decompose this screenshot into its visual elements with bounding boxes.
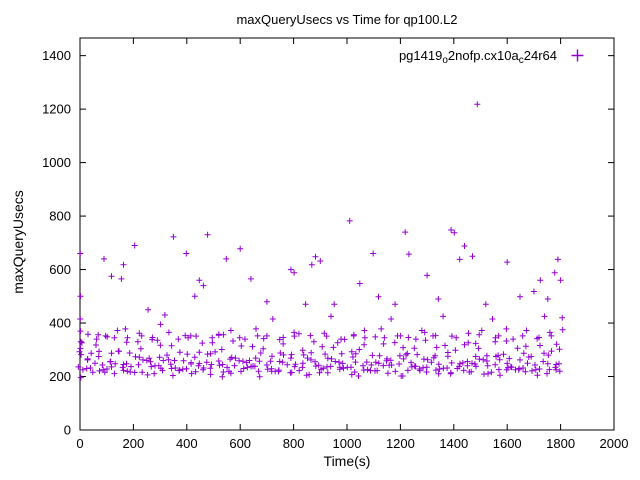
x-tick-label: 800 bbox=[283, 436, 305, 451]
legend-label: pg1419o2nofp.cx10ac24r64 bbox=[398, 48, 557, 66]
x-tick-label: 2000 bbox=[600, 436, 629, 451]
y-tick-label: 1400 bbox=[42, 48, 71, 63]
legend-label-part-sub: o bbox=[442, 55, 448, 66]
y-tick-label: 400 bbox=[49, 316, 71, 331]
x-tick-label: 1000 bbox=[333, 436, 362, 451]
x-tick-label: 0 bbox=[76, 436, 83, 451]
legend-label-part: 2nofp.cx10a bbox=[447, 48, 519, 63]
x-tick-label: 600 bbox=[229, 436, 251, 451]
x-tick-label: 200 bbox=[123, 436, 145, 451]
x-tick-label: 1800 bbox=[546, 436, 575, 451]
y-tick-label: 800 bbox=[49, 209, 71, 224]
x-tick-label: 1200 bbox=[386, 436, 415, 451]
x-axis-label: Time(s) bbox=[323, 453, 371, 469]
y-axis-label: maxQueryUsecs bbox=[10, 190, 26, 294]
y-tick-label: 0 bbox=[64, 423, 71, 438]
legend-label-part-sub: c bbox=[518, 55, 524, 66]
chart-title: maxQueryUsecs vs Time for qp100.L2 bbox=[236, 12, 458, 27]
x-tick-label: 1600 bbox=[493, 436, 522, 451]
scatter-points bbox=[75, 101, 566, 381]
legend-label-part: pg1419 bbox=[398, 48, 443, 63]
y-tick-label: 200 bbox=[49, 369, 71, 384]
y-tick-label: 1200 bbox=[42, 102, 71, 117]
legend-label-part: 24r64 bbox=[523, 48, 557, 63]
y-tick-label: 600 bbox=[49, 262, 71, 277]
y-tick-label: 1000 bbox=[42, 155, 71, 170]
legend: pg1419o2nofp.cx10ac24r64 bbox=[398, 48, 584, 66]
legend-marker-icon bbox=[571, 49, 584, 62]
x-tick-label: 400 bbox=[176, 436, 198, 451]
x-tick-label: 1400 bbox=[439, 436, 468, 451]
